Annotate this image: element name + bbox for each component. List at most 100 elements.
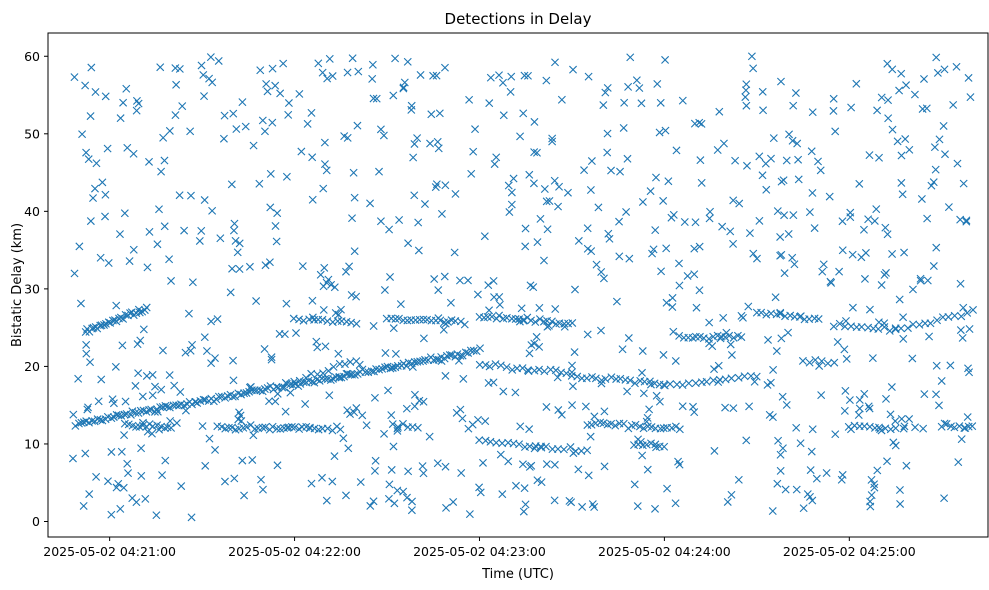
detection-point <box>490 293 499 302</box>
detection-point <box>714 361 723 370</box>
detection-point <box>157 167 166 176</box>
detection-point <box>76 299 85 308</box>
track-detection-point <box>391 314 400 323</box>
detection-point <box>537 478 546 487</box>
detection-point <box>846 213 855 222</box>
track-detection-point <box>515 315 524 324</box>
detection-point <box>680 217 689 226</box>
detection-point <box>350 247 359 256</box>
detection-point <box>553 373 562 382</box>
detection-point <box>441 462 450 471</box>
detection-point <box>308 195 317 204</box>
detection-point <box>638 197 647 206</box>
detection-point <box>805 208 814 217</box>
track-detection-point <box>419 315 428 324</box>
detection-point <box>852 79 861 88</box>
detection-point <box>727 350 736 359</box>
detection-point <box>123 459 132 468</box>
detection-point <box>181 406 190 415</box>
detection-point <box>568 361 577 370</box>
track-detection-point <box>228 392 237 401</box>
detection-point <box>286 388 295 397</box>
detection-point <box>435 109 444 118</box>
detection-point <box>115 230 124 239</box>
detection-point <box>530 339 539 348</box>
detection-point <box>142 371 151 380</box>
detection-point <box>134 369 143 378</box>
detection-point <box>923 276 932 285</box>
detection-point <box>741 86 750 95</box>
detection-point <box>555 182 564 191</box>
detection-point <box>273 461 282 470</box>
track-detection-point <box>445 351 454 360</box>
detection-point <box>177 482 186 491</box>
detection-point <box>959 303 968 312</box>
track-detection-point <box>388 420 397 429</box>
detection-point <box>649 245 658 254</box>
track-detection-point <box>242 422 251 431</box>
detection-point <box>312 337 321 346</box>
detection-point <box>919 424 928 433</box>
detection-point <box>788 136 797 145</box>
detection-point <box>678 402 687 411</box>
detection-point <box>495 71 503 80</box>
detection-point <box>352 404 361 413</box>
detection-point <box>592 260 601 269</box>
detection-point <box>353 121 362 130</box>
detection-point <box>509 174 518 183</box>
track-detection-point <box>496 361 505 370</box>
detection-point <box>864 215 873 224</box>
detection-point <box>540 185 549 193</box>
detection-point <box>116 114 125 123</box>
detection-point <box>949 100 958 109</box>
detection-point <box>808 425 817 434</box>
track-detection-point <box>830 358 839 367</box>
track-detection-point <box>734 373 743 382</box>
detection-point <box>303 119 312 128</box>
detection-point <box>295 89 304 98</box>
detection-point <box>511 388 520 397</box>
detection-point <box>910 90 919 99</box>
detection-point <box>139 325 148 334</box>
track-detection-point <box>224 423 233 432</box>
track-detection-point <box>319 369 327 378</box>
detection-point <box>953 159 962 168</box>
detection-point <box>551 305 560 313</box>
detection-point <box>318 68 327 77</box>
detection-point <box>769 134 778 143</box>
detection-point <box>121 397 130 406</box>
detection-point <box>267 353 276 362</box>
detection-point <box>404 467 413 476</box>
track-detection-point <box>547 317 556 326</box>
detection-point <box>643 465 652 474</box>
track-detection-point <box>145 406 154 414</box>
track-detection-point <box>969 305 978 314</box>
detection-point <box>794 155 803 164</box>
detection-point <box>581 402 590 411</box>
detection-point <box>375 167 384 176</box>
detection-point <box>857 253 866 262</box>
track-detection-point <box>573 372 582 381</box>
detection-point <box>370 466 379 475</box>
detection-point <box>350 408 359 417</box>
detection-point <box>343 406 352 415</box>
detection-point <box>578 502 587 511</box>
detection-point <box>431 183 440 192</box>
detection-point <box>568 382 577 391</box>
detection-point <box>807 447 816 456</box>
detection-point <box>668 293 677 302</box>
detection-point <box>929 262 938 271</box>
detection-point <box>557 95 566 104</box>
detection-point <box>675 259 683 268</box>
detection-point <box>825 192 834 201</box>
detection-point <box>158 346 167 355</box>
detection-point <box>784 230 793 238</box>
track-detection-point <box>436 316 445 325</box>
detection-point <box>504 457 513 466</box>
detection-point <box>484 378 493 387</box>
detection-point <box>883 59 892 68</box>
detection-point <box>705 318 714 327</box>
detection-point <box>742 436 751 445</box>
detection-point <box>964 364 973 373</box>
detection-point <box>101 212 110 221</box>
